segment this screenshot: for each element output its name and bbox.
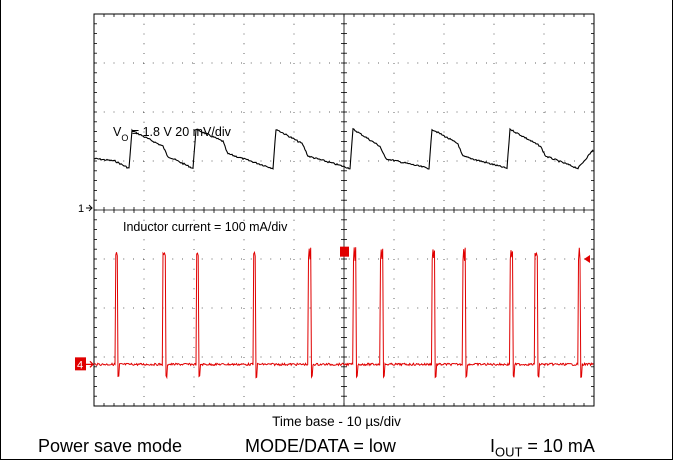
channel-4-marker: 4 — [77, 359, 83, 371]
iout-subscript: OUT — [495, 444, 523, 460]
iout-value: = 10 mA — [522, 436, 595, 456]
vo-label: VO = 1.8 V 20 mV/div — [113, 125, 232, 143]
grid — [93, 13, 595, 407]
channel-1-arrow-icon — [86, 204, 93, 212]
inductor-current-label: Inductor current = 100 mA/div — [123, 220, 288, 234]
power-save-mode-label: Power save mode — [38, 436, 183, 456]
mode-data-label: MODE/DATA = low — [245, 436, 396, 456]
iout-symbol: I — [490, 436, 496, 456]
series-labels: VO = 1.8 V 20 mV/div Inductor current = 1… — [113, 125, 288, 234]
channel-4-arrow-icon — [86, 360, 94, 368]
inductor-current-trace — [93, 247, 594, 380]
trigger-level-arrow-icon — [584, 255, 590, 263]
vo-trace — [93, 127, 594, 170]
channel-1-marker: 1 — [78, 203, 84, 215]
channel-4-badge — [75, 357, 86, 371]
trigger-point-marker — [340, 246, 349, 257]
output-current-label: IOUT = 10 mA — [490, 436, 595, 460]
channel-markers: 14 — [75, 203, 590, 371]
traces — [93, 127, 594, 380]
time-base-label: Time base - 10 µs/div — [272, 414, 401, 429]
